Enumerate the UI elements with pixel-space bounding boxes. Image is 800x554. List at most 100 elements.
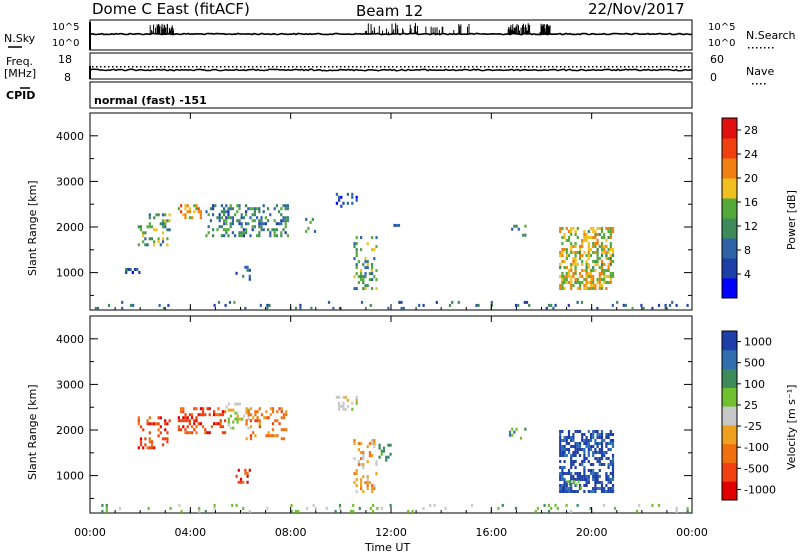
velocity-data-cell <box>280 437 283 441</box>
velocity-data-cell <box>349 509 353 513</box>
nave-dot <box>120 66 122 68</box>
power-data-cell <box>375 236 378 240</box>
nave-dot <box>564 66 566 68</box>
power-data-cell <box>609 248 612 251</box>
velocity-data-cell <box>594 472 597 475</box>
velocity-data-cell <box>247 410 250 414</box>
velocity-data-cell <box>583 466 586 469</box>
power-data-cell <box>585 269 588 272</box>
power-colorbar-tick-label: 16 <box>744 196 758 209</box>
velocity-data-cell <box>578 478 582 481</box>
power-data-cell <box>209 207 212 211</box>
nave-dot <box>396 66 398 68</box>
power-data-cell <box>592 284 595 287</box>
velocity-data-cell <box>280 416 283 420</box>
velocity-data-cell <box>353 481 356 485</box>
power-data-cell <box>592 269 595 272</box>
velocity-data-cell <box>206 431 209 435</box>
power-data-cell <box>286 216 289 220</box>
velocity-data-cell <box>559 487 562 490</box>
velocity-data-cell <box>227 417 230 421</box>
velocity-data-cell <box>565 454 568 457</box>
velocity-data-cell <box>572 454 575 457</box>
power-data-cell <box>364 260 367 264</box>
nave-dot <box>608 66 610 68</box>
power-data-cell <box>371 263 374 267</box>
power-data-cell <box>585 263 588 266</box>
velocity-data-cell <box>368 481 371 485</box>
power-data-cell <box>651 306 654 310</box>
power-data-cell <box>373 248 376 252</box>
power-data-cell <box>607 236 610 239</box>
velocity-colorbar-tick-label: -100 <box>744 441 769 454</box>
power-data-cell <box>581 239 584 242</box>
velocity-data-cell <box>592 478 595 481</box>
power-data-cell <box>559 275 562 278</box>
nave-dot <box>360 66 362 68</box>
velocity-data-cell <box>585 478 588 481</box>
power-data-cell <box>589 275 593 278</box>
velocity-data-cell <box>570 454 573 457</box>
power-data-cell <box>161 213 165 217</box>
power-data-cell <box>609 236 612 239</box>
power-data-cell <box>600 266 604 269</box>
velocity-data-cell <box>596 481 599 484</box>
velocity-data-cell <box>334 509 337 513</box>
velocity-data-cell <box>581 433 584 436</box>
velocity-data-cell <box>193 428 196 432</box>
velocity-data-cell <box>578 454 582 457</box>
nave-dot <box>492 66 494 68</box>
power-data-cell <box>594 230 597 233</box>
power-data-cell <box>229 222 232 226</box>
velocity-data-cell <box>182 419 185 423</box>
power-data-cell <box>552 306 555 310</box>
velocity-data-cell <box>422 506 425 510</box>
power-data-cell <box>121 306 124 310</box>
velocity-data-cell <box>245 437 248 441</box>
velocity-data-cell <box>342 401 345 405</box>
power-data-cell <box>229 225 232 229</box>
velocity-data-cell <box>389 503 392 507</box>
velocity-data-cell <box>611 460 615 463</box>
velocity-data-cell <box>232 426 235 430</box>
velocity-data-cell <box>570 487 573 490</box>
power-data-cell <box>244 265 247 269</box>
velocity-data-cell <box>191 413 194 417</box>
velocity-data-cell <box>605 451 608 454</box>
velocity-data-cell <box>594 451 597 454</box>
power-ytick-label: 1000 <box>56 267 84 280</box>
velocity-data-cell <box>217 413 220 417</box>
power-data-cell <box>574 266 577 269</box>
power-data-cell <box>225 228 228 232</box>
velocity-data-cell <box>373 445 376 449</box>
power-data-cell <box>594 251 597 254</box>
power-data-cell <box>583 287 586 290</box>
power-data-cell <box>136 268 139 271</box>
power-data-cell <box>578 251 582 254</box>
power-data-cell <box>375 278 378 282</box>
velocity-data-cell <box>559 454 562 457</box>
nave-dot <box>160 66 162 68</box>
velocity-data-cell <box>596 478 599 481</box>
velocity-data-cell <box>589 472 593 475</box>
power-data-cell <box>565 257 568 260</box>
power-data-cell <box>603 281 606 284</box>
velocity-data-cell <box>265 416 268 420</box>
power-data-cell <box>603 269 606 272</box>
velocity-data-cell <box>234 417 237 421</box>
freq-label-line2: [MHz] <box>4 67 37 80</box>
power-data-cell <box>598 272 601 275</box>
x-tick-label: 04:00 <box>174 526 206 539</box>
velocity-data-cell <box>338 395 341 399</box>
velocity-data-cell <box>338 506 342 510</box>
velocity-data-cell <box>508 433 512 437</box>
power-data-cell <box>522 233 525 237</box>
freq-label-line1: Freq. <box>6 55 34 68</box>
power-data-cell <box>197 210 200 214</box>
nave-dot <box>648 66 650 68</box>
power-data-cell <box>231 222 234 226</box>
velocity-data-cell <box>600 436 604 439</box>
velocity-data-cell <box>583 490 586 493</box>
velocity-data-cell <box>559 436 562 439</box>
velocity-data-cell <box>376 506 379 510</box>
